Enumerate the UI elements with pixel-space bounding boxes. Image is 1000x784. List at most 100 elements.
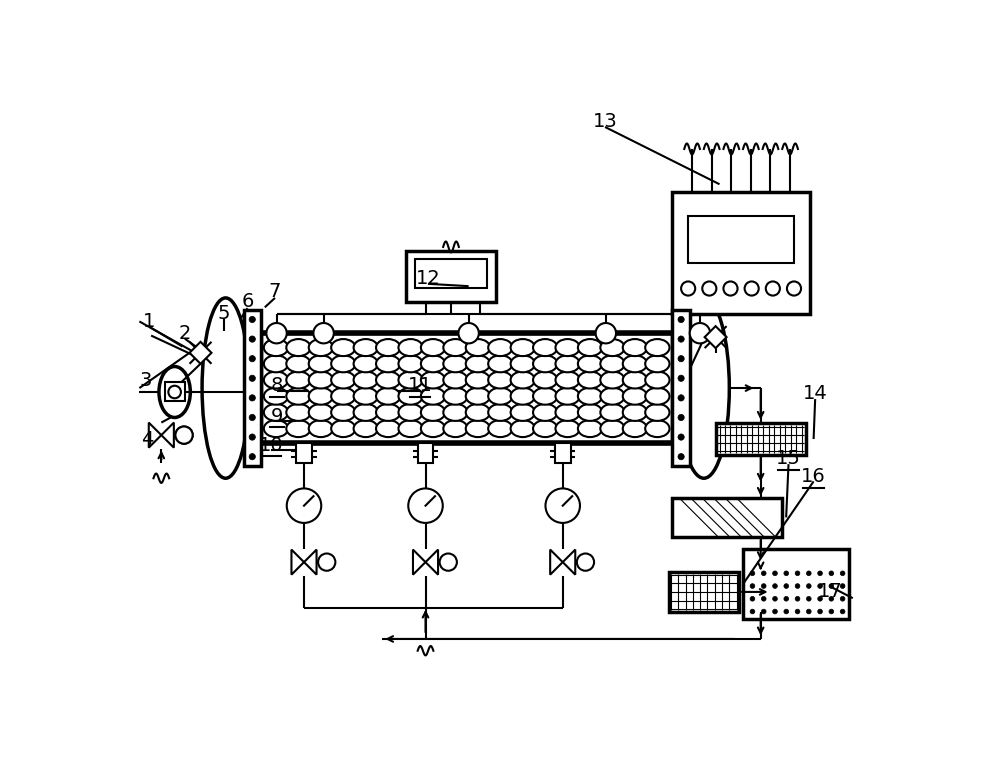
- Circle shape: [818, 597, 822, 601]
- Ellipse shape: [623, 387, 647, 405]
- Circle shape: [840, 609, 845, 614]
- Ellipse shape: [398, 420, 423, 437]
- Circle shape: [678, 434, 684, 441]
- Ellipse shape: [466, 404, 490, 421]
- Text: 4: 4: [141, 430, 153, 448]
- Text: 6: 6: [241, 292, 254, 311]
- Ellipse shape: [443, 339, 468, 356]
- Ellipse shape: [555, 339, 580, 356]
- Ellipse shape: [421, 372, 445, 389]
- Ellipse shape: [398, 404, 423, 421]
- Circle shape: [761, 583, 766, 588]
- Ellipse shape: [466, 339, 490, 356]
- Ellipse shape: [354, 387, 378, 405]
- Polygon shape: [149, 423, 161, 448]
- Polygon shape: [190, 342, 211, 364]
- Circle shape: [818, 609, 822, 614]
- Circle shape: [787, 281, 801, 296]
- Ellipse shape: [398, 355, 423, 372]
- Ellipse shape: [354, 355, 378, 372]
- Ellipse shape: [354, 372, 378, 389]
- Ellipse shape: [309, 420, 333, 437]
- Ellipse shape: [376, 404, 400, 421]
- Text: 2: 2: [179, 324, 191, 343]
- Ellipse shape: [511, 404, 535, 421]
- Ellipse shape: [466, 372, 490, 389]
- Ellipse shape: [645, 387, 669, 405]
- Ellipse shape: [309, 404, 333, 421]
- Ellipse shape: [421, 355, 445, 372]
- Circle shape: [829, 583, 834, 588]
- Ellipse shape: [578, 355, 602, 372]
- Circle shape: [678, 336, 684, 343]
- Ellipse shape: [309, 372, 333, 389]
- Circle shape: [750, 597, 755, 601]
- Circle shape: [313, 323, 334, 343]
- Circle shape: [829, 609, 834, 614]
- Ellipse shape: [443, 372, 468, 389]
- Bar: [672, 498, 782, 537]
- Ellipse shape: [443, 387, 468, 405]
- Text: 10: 10: [259, 436, 283, 455]
- Ellipse shape: [533, 339, 557, 356]
- Circle shape: [773, 609, 777, 614]
- Ellipse shape: [421, 404, 445, 421]
- Ellipse shape: [488, 355, 512, 372]
- Ellipse shape: [354, 339, 378, 356]
- Ellipse shape: [555, 404, 580, 421]
- Ellipse shape: [645, 420, 669, 437]
- Circle shape: [678, 356, 684, 362]
- Circle shape: [458, 323, 479, 343]
- Circle shape: [249, 316, 255, 323]
- Circle shape: [249, 376, 255, 382]
- Circle shape: [678, 453, 684, 459]
- Ellipse shape: [578, 420, 602, 437]
- Circle shape: [806, 583, 811, 588]
- Ellipse shape: [202, 298, 249, 478]
- Ellipse shape: [600, 355, 625, 372]
- Ellipse shape: [533, 372, 557, 389]
- Circle shape: [577, 554, 594, 571]
- Polygon shape: [550, 550, 563, 575]
- Circle shape: [829, 597, 834, 601]
- Circle shape: [773, 597, 777, 601]
- Circle shape: [318, 554, 335, 571]
- Bar: [688, 216, 794, 263]
- Bar: [669, 572, 739, 612]
- Circle shape: [249, 434, 255, 441]
- Circle shape: [818, 583, 822, 588]
- Ellipse shape: [398, 372, 423, 389]
- Text: 11: 11: [408, 376, 432, 395]
- Ellipse shape: [331, 387, 355, 405]
- Circle shape: [795, 597, 800, 601]
- Ellipse shape: [376, 420, 400, 437]
- Circle shape: [596, 323, 616, 343]
- Polygon shape: [161, 423, 174, 448]
- Circle shape: [702, 281, 716, 296]
- Ellipse shape: [623, 339, 647, 356]
- Ellipse shape: [466, 387, 490, 405]
- Circle shape: [678, 376, 684, 382]
- Ellipse shape: [376, 387, 400, 405]
- Circle shape: [750, 571, 755, 575]
- Text: 1: 1: [143, 312, 156, 331]
- Ellipse shape: [555, 420, 580, 437]
- Ellipse shape: [331, 404, 355, 421]
- Circle shape: [168, 386, 181, 398]
- Ellipse shape: [159, 367, 190, 418]
- Circle shape: [287, 488, 321, 523]
- Bar: [555, 443, 571, 463]
- Circle shape: [678, 394, 684, 401]
- Ellipse shape: [331, 420, 355, 437]
- Circle shape: [784, 583, 789, 588]
- Ellipse shape: [645, 372, 669, 389]
- Ellipse shape: [578, 387, 602, 405]
- Ellipse shape: [264, 339, 288, 356]
- Ellipse shape: [421, 420, 445, 437]
- Ellipse shape: [421, 387, 445, 405]
- Ellipse shape: [555, 372, 580, 389]
- Circle shape: [761, 571, 766, 575]
- Circle shape: [761, 597, 766, 601]
- Ellipse shape: [578, 372, 602, 389]
- Circle shape: [266, 323, 287, 343]
